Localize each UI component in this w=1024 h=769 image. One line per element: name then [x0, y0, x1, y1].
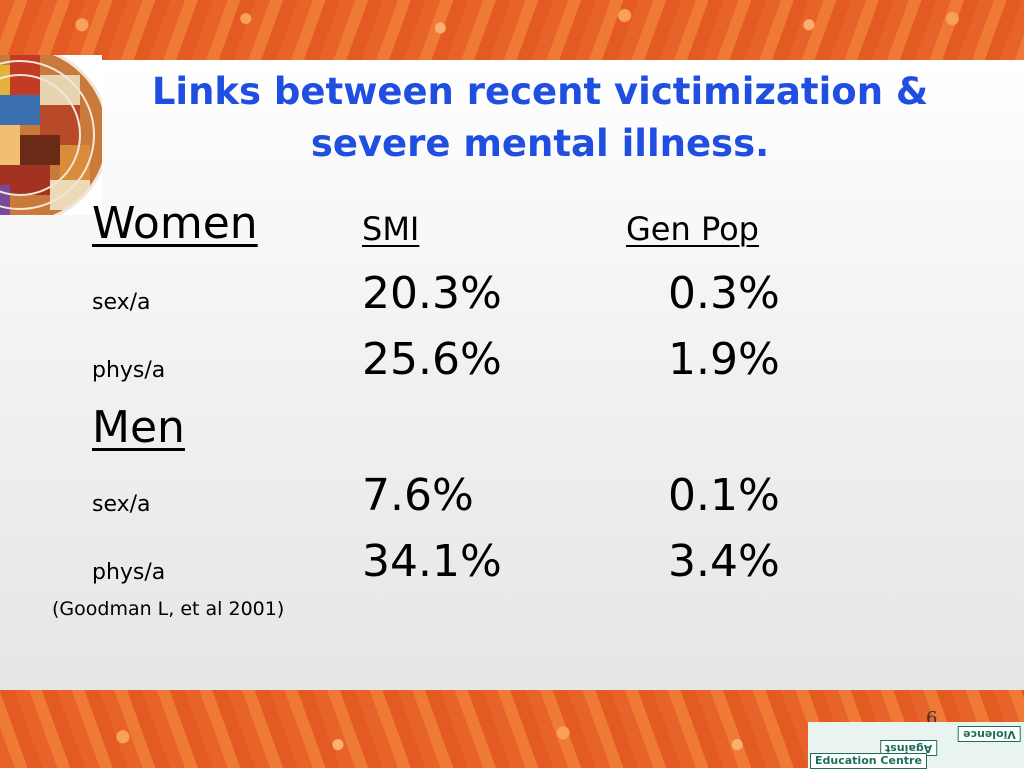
page-number: 6 — [926, 708, 938, 729]
row-label: phys/a — [92, 560, 166, 585]
table-row: sex/a 7.6% 0.1% — [0, 470, 1024, 530]
genpop-value: 3.4% — [668, 536, 780, 587]
citation: (Goodman L, et al 2001) — [52, 598, 285, 620]
logo-text-education-centre: Education Centre — [810, 753, 927, 769]
genpop-value: 0.3% — [668, 268, 780, 319]
table-row: phys/a 34.1% 3.4% — [0, 536, 1024, 596]
men-header-row: Men — [0, 402, 1024, 462]
genpop-column-header: Gen Pop — [626, 210, 759, 248]
genpop-value: 1.9% — [668, 334, 780, 385]
smi-column-header: SMI — [362, 210, 420, 248]
smi-value: 25.6% — [362, 334, 502, 385]
smi-value: 20.3% — [362, 268, 502, 319]
slide-background — [0, 60, 1024, 690]
table-row: phys/a 25.6% 1.9% — [0, 334, 1024, 394]
men-group-header: Men — [92, 402, 185, 453]
title-line-2: severe mental illness. — [310, 122, 770, 165]
smi-value: 7.6% — [362, 470, 474, 521]
women-group-header: Women — [92, 198, 258, 249]
globe-logo-icon — [0, 55, 102, 215]
title-line-1: Links between recent victimization & — [151, 70, 929, 113]
row-label: sex/a — [92, 290, 151, 315]
education-centre-logo: Violence Against Education Centre — [808, 722, 1024, 769]
row-label: sex/a — [92, 492, 151, 517]
slide-title: Links between recent victimization & sev… — [120, 66, 960, 170]
top-decorative-band — [0, 0, 1024, 62]
genpop-value: 0.1% — [668, 470, 780, 521]
table-row: sex/a 20.3% 0.3% — [0, 268, 1024, 328]
smi-value: 34.1% — [362, 536, 502, 587]
logo-text-violence: Violence — [958, 726, 1021, 742]
table-header-row: Women SMI Gen Pop — [0, 198, 1024, 258]
row-label: phys/a — [92, 358, 166, 383]
